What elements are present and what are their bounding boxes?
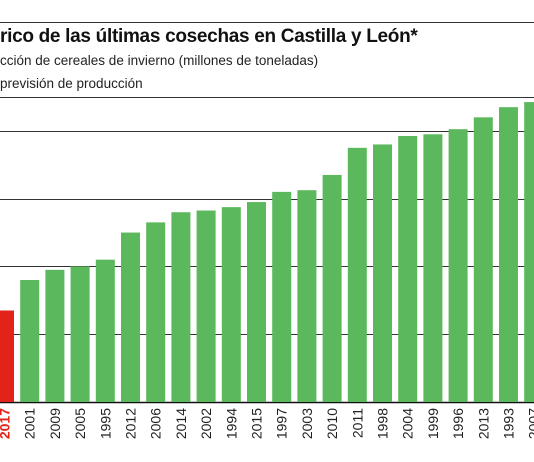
bar-2007	[524, 102, 534, 402]
category-label-2015: 2015	[249, 408, 265, 439]
category-label-1995: 1995	[97, 408, 113, 439]
category-label-2002: 2002	[198, 408, 214, 439]
bar-2013	[473, 117, 493, 402]
bar-2010	[322, 174, 342, 402]
bars	[0, 102, 534, 403]
category-label-2013: 2013	[475, 408, 491, 439]
bar-2015	[247, 202, 266, 402]
category-label-2012: 2012	[123, 408, 139, 439]
category-label-2001: 2001	[22, 408, 38, 439]
bar-2003	[297, 190, 317, 402]
legend-label: previsión de producción	[0, 76, 143, 91]
bar-2011	[347, 147, 367, 402]
category-label-1996: 1996	[450, 408, 466, 439]
bar-1998	[373, 144, 392, 402]
bar-1995	[95, 259, 115, 402]
bar-2017	[0, 310, 14, 402]
category-label-2017: 2017	[0, 408, 13, 439]
bar-2004	[398, 135, 418, 402]
chart-subtitle: cción de cereales de invierno (millones …	[0, 53, 319, 68]
bar-2001	[20, 280, 40, 402]
category-label-2011: 2011	[349, 408, 365, 438]
category-label-2014: 2014	[173, 408, 189, 439]
category-label-2005: 2005	[72, 408, 88, 439]
category-label-1993: 1993	[501, 408, 517, 439]
bar-2006	[146, 222, 166, 402]
category-label-1999: 1999	[425, 408, 441, 439]
bar-2012	[121, 232, 140, 402]
bar-1996	[448, 129, 468, 402]
category-label-1998: 1998	[375, 408, 391, 439]
category-label-2007: 2007	[526, 408, 534, 439]
bar-1997	[272, 191, 292, 402]
category-label-2006: 2006	[148, 408, 164, 439]
category-labels: 2017 2001 2009 2005 1995 2012 2006 2014 2002 1994…	[0, 408, 534, 439]
category-label-2003: 2003	[299, 408, 315, 439]
top-rule	[0, 22, 534, 23]
bar-2002	[196, 210, 216, 402]
bar-2005	[70, 266, 90, 402]
category-label-2010: 2010	[324, 408, 340, 439]
bar-1999	[423, 134, 443, 402]
category-label-2009: 2009	[47, 408, 63, 439]
category-label-1994: 1994	[223, 408, 239, 439]
bar-2014	[171, 212, 191, 402]
bar-1994	[221, 207, 241, 402]
category-label-1997: 1997	[274, 408, 290, 439]
category-label-2004: 2004	[400, 408, 416, 439]
chart-title: rico de las últimas cosechas en Castilla…	[0, 26, 418, 47]
bar-2009	[45, 269, 65, 402]
bar-1993	[499, 107, 518, 403]
